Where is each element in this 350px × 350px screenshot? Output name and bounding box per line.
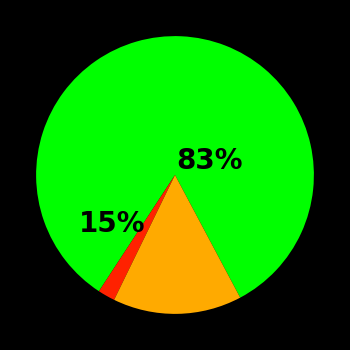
Wedge shape bbox=[99, 175, 175, 300]
Text: 15%: 15% bbox=[79, 210, 146, 238]
Text: 83%: 83% bbox=[176, 147, 243, 175]
Wedge shape bbox=[114, 175, 240, 314]
Wedge shape bbox=[36, 36, 314, 298]
